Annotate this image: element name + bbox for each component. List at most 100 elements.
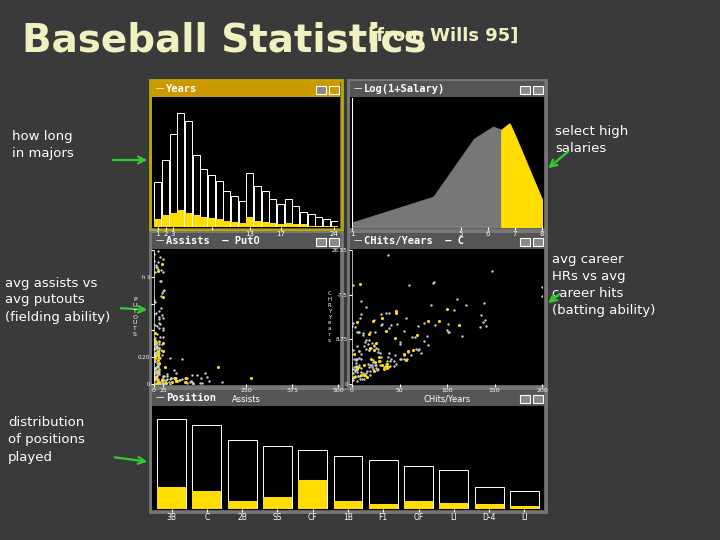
Point xyxy=(153,355,164,364)
Point xyxy=(149,375,161,383)
Point xyxy=(151,370,163,379)
Point xyxy=(149,369,161,377)
Point xyxy=(154,320,166,328)
Point xyxy=(355,350,366,359)
Point xyxy=(422,316,433,325)
Point xyxy=(357,328,369,337)
Bar xyxy=(200,169,207,227)
Point xyxy=(347,322,359,330)
Point xyxy=(388,356,400,365)
Point xyxy=(364,346,375,354)
Bar xyxy=(152,390,544,406)
Point xyxy=(427,279,438,287)
Point xyxy=(173,375,184,384)
Point xyxy=(356,368,367,376)
Bar xyxy=(292,225,300,227)
Point xyxy=(174,375,185,384)
Bar xyxy=(269,223,276,227)
Point xyxy=(161,379,172,387)
Point xyxy=(350,363,361,372)
Bar xyxy=(333,456,362,509)
Point xyxy=(153,348,164,357)
Bar xyxy=(185,213,192,227)
Bar xyxy=(231,196,238,227)
Point xyxy=(148,295,160,304)
Bar xyxy=(316,238,326,246)
Point xyxy=(348,354,359,363)
Bar xyxy=(193,155,199,227)
Point xyxy=(162,375,174,383)
Point xyxy=(355,363,366,372)
Point xyxy=(366,363,378,372)
Point xyxy=(216,377,228,386)
Bar xyxy=(152,249,340,385)
Point xyxy=(150,379,162,388)
Point xyxy=(148,372,160,380)
Point xyxy=(372,345,384,354)
Point xyxy=(359,338,371,347)
Bar xyxy=(277,225,284,227)
Point xyxy=(149,374,161,382)
Point xyxy=(156,379,168,387)
Bar xyxy=(208,176,215,227)
Point xyxy=(385,321,397,329)
Bar xyxy=(298,481,327,509)
Point xyxy=(388,361,400,370)
Point xyxy=(151,342,163,350)
Point xyxy=(181,374,192,382)
Point xyxy=(150,342,161,350)
Point xyxy=(380,360,392,368)
Point xyxy=(165,375,176,383)
Point xyxy=(392,320,403,329)
Point xyxy=(353,354,364,362)
Bar xyxy=(520,238,530,246)
Bar xyxy=(404,466,433,509)
Point xyxy=(246,374,257,383)
Point xyxy=(168,374,180,383)
Point xyxy=(158,372,169,380)
Point xyxy=(395,354,406,363)
Text: Years: Years xyxy=(166,84,197,94)
Point xyxy=(354,374,366,383)
Point xyxy=(355,309,366,318)
Point xyxy=(163,377,175,386)
Text: —: — xyxy=(354,84,362,93)
Point xyxy=(356,370,367,379)
Point xyxy=(536,282,548,291)
Point xyxy=(475,311,487,320)
Bar xyxy=(307,214,315,227)
Point xyxy=(158,293,169,301)
Bar xyxy=(192,491,221,509)
Point xyxy=(154,380,166,388)
Bar xyxy=(439,470,468,509)
Point xyxy=(347,281,359,289)
Point xyxy=(152,376,163,385)
Point xyxy=(150,336,162,345)
Point xyxy=(151,263,163,272)
Point xyxy=(156,376,168,384)
Point xyxy=(169,374,181,382)
Bar xyxy=(285,223,292,227)
Bar xyxy=(277,204,284,227)
Text: Position: Position xyxy=(166,393,216,403)
Point xyxy=(351,364,362,373)
Bar xyxy=(510,506,539,509)
Point xyxy=(382,363,393,372)
Point xyxy=(156,375,168,383)
Point xyxy=(366,338,377,347)
Point xyxy=(351,318,363,327)
Point xyxy=(350,359,361,368)
Bar xyxy=(348,232,546,387)
Point xyxy=(362,360,374,368)
Point xyxy=(150,361,162,370)
Point xyxy=(153,353,165,361)
Point xyxy=(150,262,162,271)
Text: avg assists vs
avg putouts
(fielding ability): avg assists vs avg putouts (fielding abi… xyxy=(5,276,110,323)
Point xyxy=(367,355,379,364)
Point xyxy=(156,340,168,348)
Point xyxy=(149,356,161,365)
Bar xyxy=(323,226,330,227)
Point xyxy=(149,349,161,358)
Point xyxy=(383,308,395,317)
Bar xyxy=(520,395,530,403)
